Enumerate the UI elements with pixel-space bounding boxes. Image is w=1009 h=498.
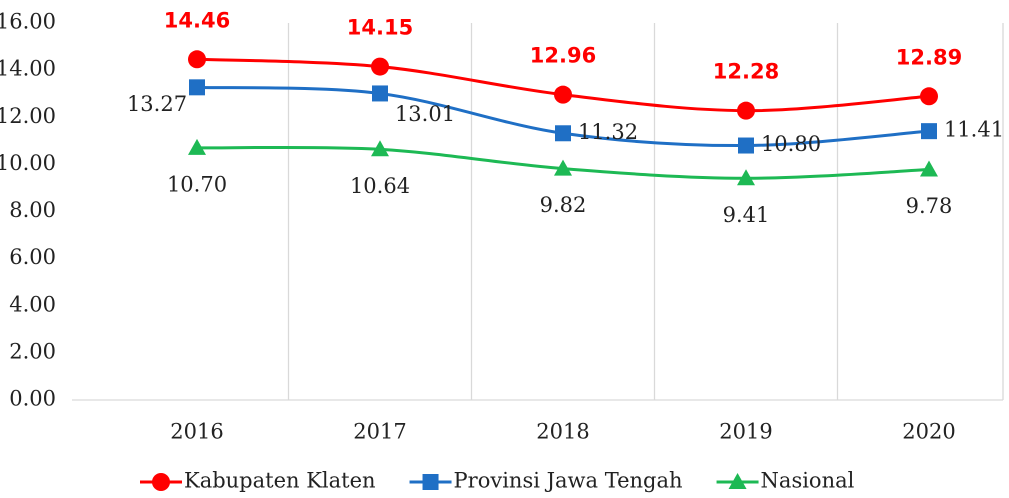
y-tick-label: 8.00 [9, 198, 56, 222]
data-label: 10.80 [761, 132, 821, 156]
data-label: 13.27 [127, 92, 187, 116]
y-tick-label: 12.00 [0, 104, 56, 128]
data-label: 14.15 [347, 16, 413, 40]
data-point [188, 50, 206, 69]
legend-marker [152, 473, 170, 491]
data-label: 9.82 [540, 193, 587, 217]
y-tick-label: 0.00 [9, 387, 56, 411]
data-point [554, 85, 572, 104]
data-label: 13.01 [395, 102, 455, 126]
data-point [737, 169, 755, 186]
data-point [738, 137, 754, 154]
y-tick-label: 6.00 [9, 245, 56, 269]
data-point [188, 138, 206, 155]
data-point [555, 125, 571, 142]
x-tick-label: 2020 [902, 420, 955, 444]
y-tick-label: 2.00 [9, 339, 56, 363]
data-label: 9.78 [906, 194, 953, 218]
x-tick-label: 2016 [170, 420, 223, 444]
legend-marker [422, 474, 439, 490]
legend-label: Provinsi Jawa Tengah [454, 469, 683, 493]
data-point [371, 140, 389, 157]
y-tick-label: 4.00 [9, 292, 56, 316]
data-point [371, 57, 389, 76]
data-label: 11.41 [944, 118, 1004, 142]
legend-label: Nasional [761, 469, 855, 493]
data-point [920, 160, 938, 177]
data-label: 12.96 [530, 44, 596, 68]
data-label: 10.64 [350, 174, 410, 198]
data-point [372, 85, 388, 102]
data-point [189, 79, 205, 96]
data-label: 12.28 [713, 60, 779, 84]
y-tick-label: 10.00 [0, 151, 56, 175]
y-tick-label: 16.00 [0, 10, 56, 34]
data-label: 11.32 [578, 120, 638, 144]
data-point [920, 87, 938, 106]
data-point [554, 159, 572, 176]
y-tick-label: 14.00 [0, 57, 56, 81]
data-label: 14.46 [164, 8, 230, 32]
data-point [921, 123, 937, 140]
legend-marker [728, 473, 747, 489]
data-label: 12.89 [896, 45, 962, 69]
data-label: 10.70 [167, 172, 227, 196]
x-tick-label: 2018 [536, 420, 589, 444]
data-label: 9.41 [723, 203, 770, 227]
data-point [737, 101, 755, 120]
x-tick-label: 2019 [719, 420, 772, 444]
legend-label: Kabupaten Klaten [184, 469, 376, 493]
x-tick-label: 2017 [353, 420, 406, 444]
